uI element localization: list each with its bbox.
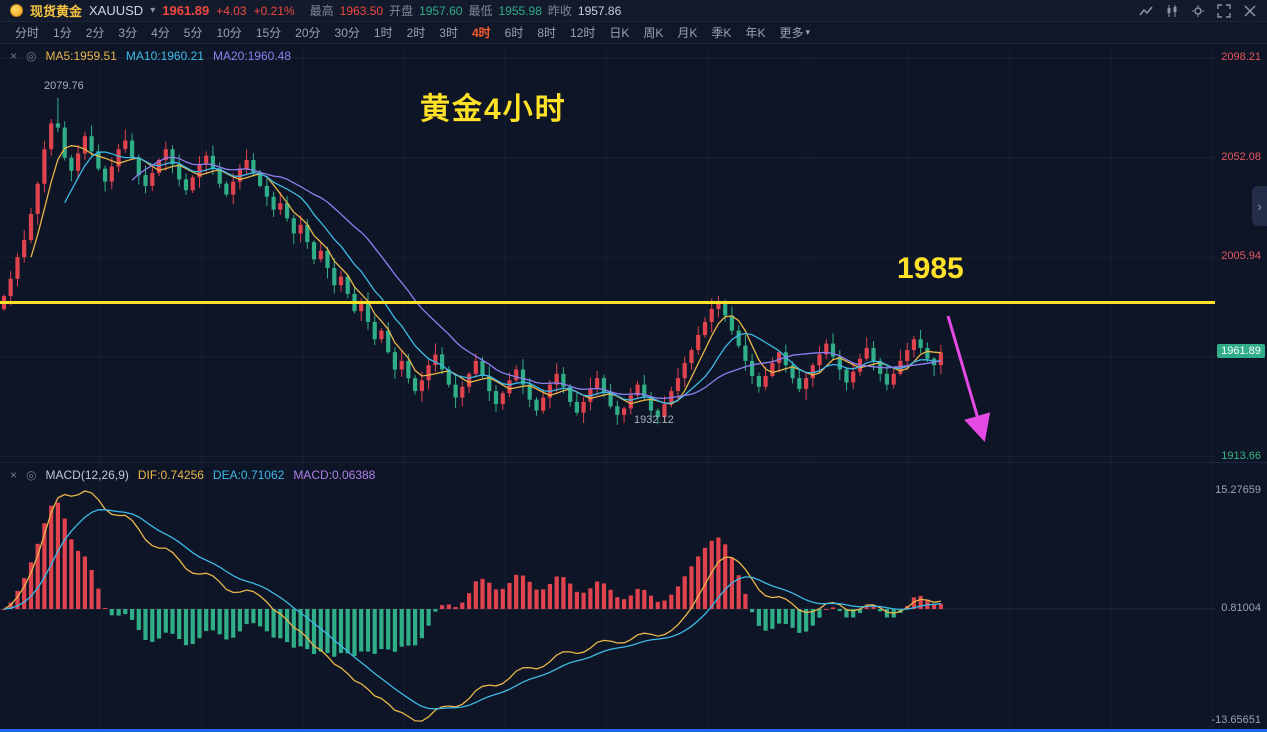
daily-stats: 最高 1963.50 开盘 1957.60 最低 1955.98 昨收 1957.86 — [310, 2, 622, 19]
fullscreen-icon[interactable] — [1217, 3, 1231, 18]
timeframe-item[interactable]: 20分 — [295, 26, 321, 40]
timeframe-item[interactable]: 1分 — [53, 26, 72, 40]
timeframe-item[interactable]: 1时 — [373, 26, 393, 40]
stat-label: 最高 — [309, 4, 334, 18]
timeframe-item[interactable]: 年K — [745, 26, 766, 40]
stat-label: 开盘 — [389, 4, 414, 18]
stat-value: 1957.60 — [419, 3, 463, 18]
timeframe-item[interactable]: 4分 — [151, 26, 170, 40]
macd-value: MACD:0.06388 — [293, 468, 376, 482]
settings-icon[interactable] — [1191, 4, 1205, 18]
panel-expander[interactable]: › — [1252, 186, 1267, 226]
timeframe-item[interactable]: 月K — [677, 26, 698, 40]
stat-value: 1963.50 — [339, 3, 384, 18]
gold-coin-icon — [10, 4, 23, 17]
timeframe-item[interactable]: 3时 — [439, 26, 458, 40]
candlestick-chart-canvas[interactable] — [0, 44, 1215, 462]
instrument-name[interactable]: 现货黄金 — [30, 4, 83, 19]
price-axis-label: 2005.94 — [1221, 250, 1261, 263]
timeframe-item[interactable]: 日K — [609, 26, 630, 40]
swing-high-label: 2079.76 — [44, 80, 84, 92]
indicator-settings-icon[interactable]: ◎ — [26, 468, 37, 482]
dea-value: DEA:0.71062 — [212, 468, 285, 482]
price-axis-label: 1913.66 — [1221, 449, 1261, 462]
macd-axis-label: 0.81004 — [1221, 602, 1261, 614]
last-price: 1961.89 — [162, 3, 210, 18]
stat-value: 1955.98 — [498, 3, 542, 18]
swing-low-label: 1932.12 — [634, 414, 674, 426]
timeframe-item[interactable]: 周K — [643, 26, 664, 40]
timeframe-item[interactable]: 2分 — [85, 26, 105, 40]
ma-legend: × ◎ MA5:1959.51 MA10:1960.21 MA20:1960.4… — [10, 49, 291, 63]
timeframe-item[interactable]: 30分 — [334, 26, 360, 40]
chevron-down-icon[interactable]: ▾ — [150, 5, 156, 16]
chevron-down-icon: ▾ — [805, 27, 810, 37]
price-axis-label: 2052.08 — [1221, 150, 1261, 163]
macd-legend: × ◎ MACD(12,26,9) DIF:0.74256 DEA:0.7106… — [10, 468, 375, 482]
timeframe-item[interactable]: 分时 — [15, 26, 40, 40]
more-menu[interactable]: 更多 ▾ — [772, 24, 817, 41]
macd-axis-label: 15.27659 — [1215, 484, 1261, 496]
candles-icon[interactable] — [1165, 4, 1179, 18]
window-toolbar — [1139, 3, 1257, 18]
header-bar: 现货黄金 XAUUSD ▾ 1961.89 +4.03 +0.21% 最高 196… — [0, 0, 1267, 22]
chart-title-annotation: 黄金4小时 — [420, 93, 567, 126]
stat-value: 1957.86 — [577, 3, 622, 18]
more-label: 更多 — [779, 26, 804, 40]
timeframe-item[interactable]: 4时 — [471, 26, 491, 40]
indicator-close-icon[interactable]: × — [10, 468, 18, 482]
price-change: +4.03 — [216, 3, 247, 18]
timeframe-item[interactable]: 10分 — [216, 26, 242, 40]
ma5-value: MA5:1959.51 — [45, 49, 117, 63]
bottom-accent-bar — [0, 729, 1267, 732]
resistance-level-label: 1985 — [897, 252, 964, 285]
macd-chart-canvas[interactable] — [0, 463, 1215, 730]
timeframe-item[interactable]: 8时 — [537, 26, 557, 40]
main-chart-panel: × ◎ MA5:1959.51 MA10:1960.21 MA20:1960.4… — [0, 44, 1267, 462]
macd-panel: × ◎ MACD(12,26,9) DIF:0.74256 DEA:0.7106… — [0, 462, 1267, 729]
timeframe-item[interactable]: 5分 — [183, 26, 203, 40]
stat-label: 最低 — [468, 4, 493, 18]
line-chart-icon[interactable] — [1139, 4, 1153, 18]
instrument-symbol[interactable]: XAUUSD — [89, 3, 144, 18]
current-price-badge: 1961.89 — [1217, 344, 1265, 359]
timeframe-item[interactable]: 2时 — [406, 26, 426, 40]
macd-axis-label: -13.65651 — [1211, 714, 1261, 726]
close-icon[interactable] — [1243, 4, 1257, 18]
macd-name: MACD(12,26,9) — [45, 468, 129, 482]
stat-label: 昨收 — [547, 4, 572, 18]
price-change-pct: +0.21% — [253, 3, 295, 18]
timeframe-item[interactable]: 15分 — [255, 26, 282, 40]
ma20-value: MA20:1960.48 — [212, 49, 292, 63]
timeframe-bar: 分时 1分 2分 3分 4分 5分 10分 15分 20分 30分 1时 2时 3时 4时 6时 8时 12时日… — [0, 22, 1267, 44]
ma10-value: MA10:1960.21 — [125, 49, 204, 63]
price-axis-label: 2098.21 — [1221, 51, 1261, 63]
dif-value: DIF:0.74256 — [137, 468, 204, 482]
timeframe-item[interactable]: 3分 — [118, 26, 138, 40]
timeframe-item[interactable]: 季K — [711, 26, 732, 40]
timeframe-item[interactable]: 12时 — [570, 26, 596, 40]
indicator-close-icon[interactable]: × — [10, 49, 18, 63]
timeframe-item[interactable]: 6时 — [504, 26, 524, 40]
indicator-settings-icon[interactable]: ◎ — [26, 49, 37, 63]
